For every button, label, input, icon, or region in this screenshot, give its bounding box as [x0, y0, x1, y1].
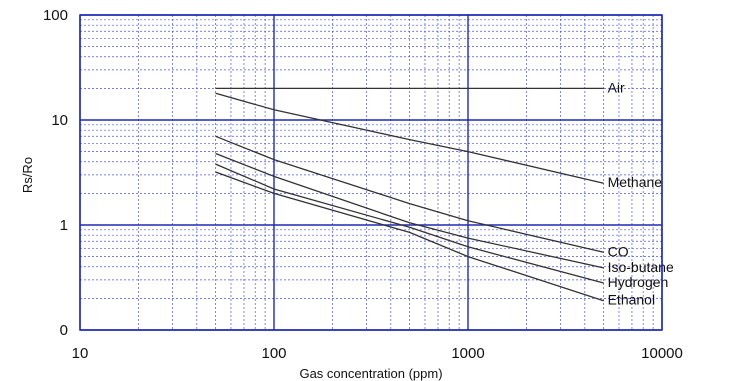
series-label-ethanol: Ethanol — [608, 292, 655, 308]
series-line-ethanol — [215, 171, 604, 302]
y-tick-label: 1 — [60, 217, 68, 234]
series-line-co — [215, 135, 604, 253]
x-axis-title: Gas concentration (ppm) — [299, 366, 442, 381]
x-tick-label: 1000 — [451, 345, 484, 362]
x-tick-label: 100 — [261, 345, 286, 362]
y-tick-label: 10 — [51, 112, 68, 129]
series-lines — [215, 87, 604, 302]
plot-frame — [79, 14, 663, 331]
y-tick-label: 0 — [60, 322, 68, 339]
y-axis-ticks: 0 1 10 100 — [43, 7, 68, 339]
series-label-air: Air — [608, 79, 625, 95]
x-axis-ticks: 10 100 1000 10000 — [72, 345, 683, 362]
plot-background — [80, 15, 662, 330]
series-label-iso-butane: Iso-butane — [608, 259, 674, 275]
series-line-iso-butane — [215, 152, 604, 269]
x-tick-label: 10 — [72, 345, 89, 362]
x-tick-label: 10000 — [641, 345, 683, 362]
series-label-hydrogen: Hydrogen — [608, 274, 669, 290]
series-line-hydrogen — [215, 163, 604, 284]
y-tick-label: 100 — [43, 7, 68, 24]
y-axis-title: Rs/Ro — [20, 157, 35, 193]
series-line-methane — [215, 92, 604, 184]
series-label-co: CO — [608, 243, 629, 259]
series-label-methane: Methane — [608, 174, 663, 190]
